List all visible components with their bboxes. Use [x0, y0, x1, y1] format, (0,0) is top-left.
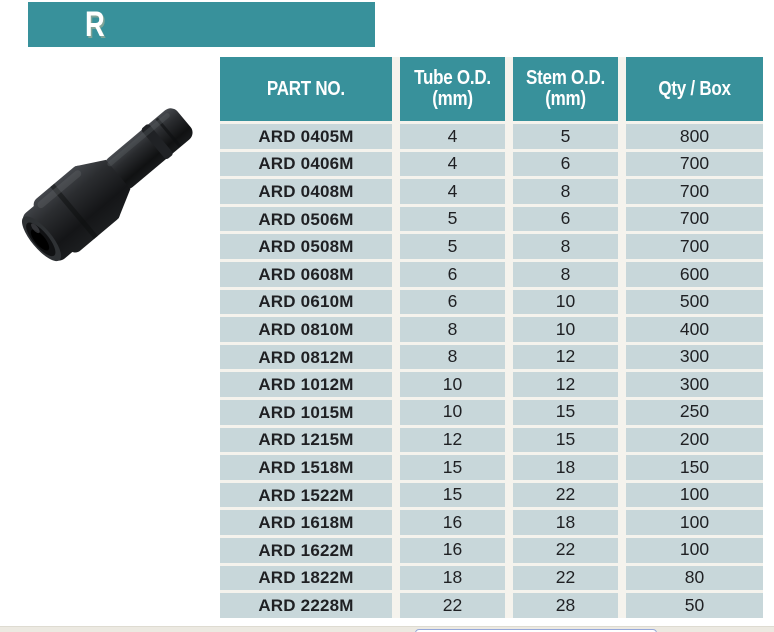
column-header-tube-od: Tube O.D. (mm) — [400, 57, 505, 121]
qty-box-cell: 300 — [626, 372, 763, 397]
product-photo-reducer-fitting — [21, 108, 193, 262]
stem-od-cell: 22 — [513, 482, 618, 508]
part-no-cell: ARD 2228M — [220, 593, 392, 618]
stem-od-cell: 5 — [513, 124, 618, 149]
part-no-cell: ARD 1622M — [220, 537, 392, 563]
qty-box-cell: 700 — [626, 179, 763, 204]
part-no-cell: ARD 0810M — [220, 317, 392, 342]
section-header-bar: R — [28, 2, 375, 47]
tube-od-cell: 16 — [400, 510, 505, 535]
tube-od-cell: 22 — [400, 593, 505, 618]
qty-box-cell: 100 — [626, 510, 763, 535]
part-no-cell: ARD 0405M — [220, 124, 392, 149]
qty-box-cell: 200 — [626, 427, 763, 453]
stem-od-cell: 18 — [513, 510, 618, 535]
horizontal-scrollbar-track[interactable] — [0, 626, 774, 632]
tube-od-cell: 4 — [400, 151, 505, 177]
stem-od-cell: 8 — [513, 179, 618, 204]
qty-box-cell: 80 — [626, 565, 763, 591]
tube-od-cell: 15 — [400, 455, 505, 480]
stem-od-cell: 18 — [513, 455, 618, 480]
tube-od-cell: 6 — [400, 289, 505, 315]
qty-box-cell: 800 — [626, 124, 763, 149]
stem-od-cell: 15 — [513, 427, 618, 453]
qty-box-cell: 500 — [626, 289, 763, 315]
horizontal-scrollbar-thumb[interactable] — [415, 629, 657, 632]
stem-od-cell: 8 — [513, 261, 618, 287]
stem-od-cell: 10 — [513, 317, 618, 342]
part-no-cell: ARD 0506M — [220, 206, 392, 232]
qty-box-cell: 50 — [626, 593, 763, 618]
stem-od-cell: 6 — [513, 151, 618, 177]
section-letter: R — [85, 5, 105, 44]
stem-od-cell: 12 — [513, 372, 618, 397]
column-header-qty-box: Qty / Box — [626, 57, 763, 121]
tube-od-cell: 5 — [400, 206, 505, 232]
tube-od-cell: 12 — [400, 427, 505, 453]
tube-od-cell: 5 — [400, 234, 505, 259]
stem-od-cell: 28 — [513, 593, 618, 618]
tube-od-cell: 10 — [400, 372, 505, 397]
tube-od-cell: 8 — [400, 344, 505, 370]
stem-od-cell: 8 — [513, 234, 618, 259]
qty-box-cell: 700 — [626, 151, 763, 177]
stem-od-cell: 15 — [513, 399, 618, 425]
qty-box-cell: 100 — [626, 537, 763, 563]
part-no-cell: ARD 0812M — [220, 344, 392, 370]
qty-box-cell: 300 — [626, 344, 763, 370]
stem-od-cell: 12 — [513, 344, 618, 370]
part-no-cell: ARD 1522M — [220, 482, 392, 508]
tube-od-cell: 6 — [400, 261, 505, 287]
column-header-stem-od: Stem O.D. (mm) — [513, 57, 618, 121]
part-no-cell: ARD 0608M — [220, 261, 392, 287]
qty-box-cell: 150 — [626, 455, 763, 480]
qty-box-cell: 700 — [626, 206, 763, 232]
parts-table: PART NO. Tube O.D. (mm) Stem O.D. (mm) Q… — [220, 57, 763, 618]
tube-od-cell: 4 — [400, 179, 505, 204]
part-no-cell: ARD 1012M — [220, 372, 392, 397]
stem-od-cell: 22 — [513, 565, 618, 591]
qty-box-cell: 100 — [626, 482, 763, 508]
part-no-cell: ARD 1015M — [220, 399, 392, 425]
qty-box-cell: 600 — [626, 261, 763, 287]
part-no-cell: ARD 1618M — [220, 510, 392, 535]
stem-od-cell: 22 — [513, 537, 618, 563]
part-no-cell: ARD 0408M — [220, 179, 392, 204]
part-no-cell: ARD 1822M — [220, 565, 392, 591]
qty-box-cell: 700 — [626, 234, 763, 259]
part-no-cell: ARD 0610M — [220, 289, 392, 315]
tube-od-cell: 18 — [400, 565, 505, 591]
part-no-cell: ARD 1215M — [220, 427, 392, 453]
tube-od-cell: 10 — [400, 399, 505, 425]
qty-box-cell: 250 — [626, 399, 763, 425]
stem-od-cell: 6 — [513, 206, 618, 232]
tube-od-cell: 8 — [400, 317, 505, 342]
tube-od-cell: 16 — [400, 537, 505, 563]
part-no-cell: ARD 0406M — [220, 151, 392, 177]
part-no-cell: ARD 0508M — [220, 234, 392, 259]
qty-box-cell: 400 — [626, 317, 763, 342]
stem-od-cell: 10 — [513, 289, 618, 315]
tube-od-cell: 15 — [400, 482, 505, 508]
part-no-cell: ARD 1518M — [220, 455, 392, 480]
column-header-part-no: PART NO. — [220, 57, 392, 121]
tube-od-cell: 4 — [400, 124, 505, 149]
